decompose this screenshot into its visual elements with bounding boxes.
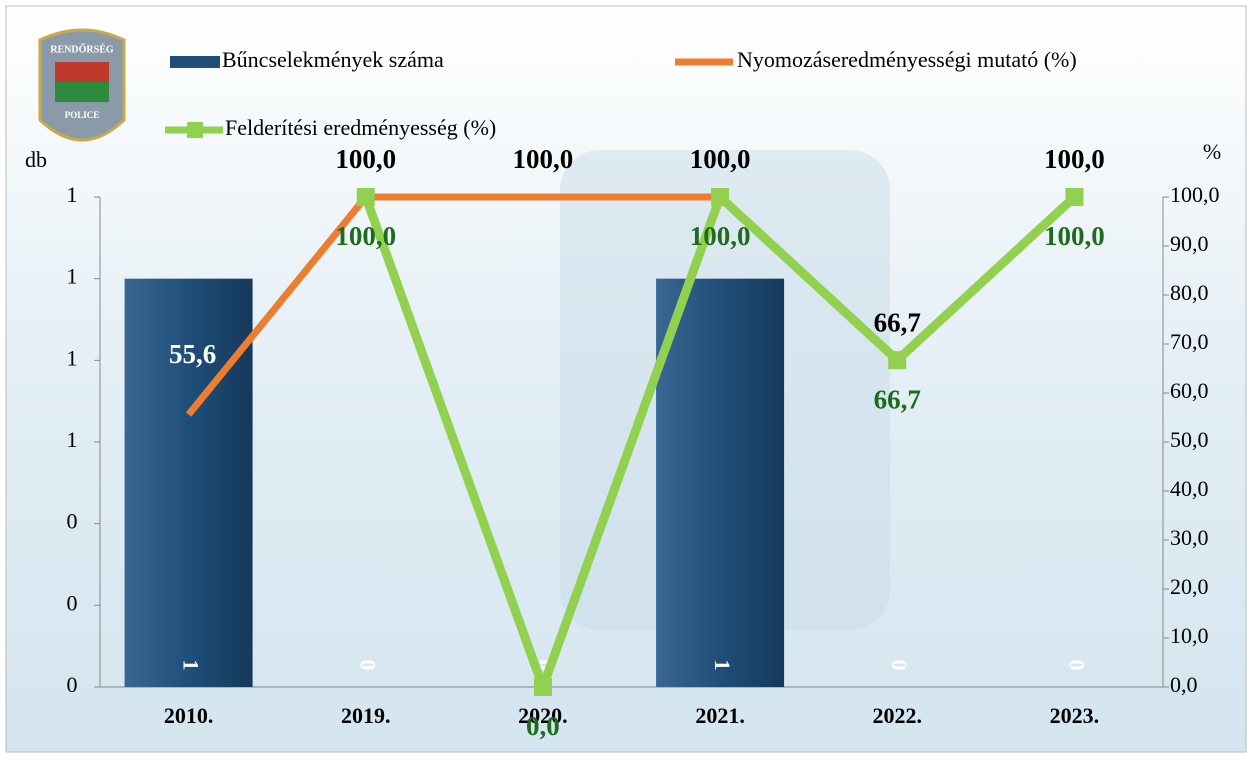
- x-tick-label: 2021.: [695, 703, 745, 728]
- y-tick-label: 0: [67, 672, 78, 697]
- line-marker: [1065, 188, 1083, 206]
- bar-value-label: 0: [887, 660, 912, 671]
- legend-swatch: [170, 56, 220, 68]
- line-marker: [357, 188, 375, 206]
- line-value-label: 100,0: [513, 144, 574, 174]
- legend-swatch: [187, 122, 203, 138]
- line-value-label: 100,0: [335, 221, 396, 251]
- y2-tick-label: 50,0: [1170, 427, 1209, 452]
- x-tick-label: 2010.: [164, 703, 214, 728]
- x-tick-label: 2019.: [341, 703, 391, 728]
- bar-value-label: 0: [1064, 660, 1089, 671]
- logo-bottom-text: POLICE: [65, 110, 100, 120]
- y2-tick-label: 30,0: [1170, 525, 1209, 550]
- y-tick-label: 1: [67, 264, 78, 289]
- y-axis-label: db: [25, 147, 47, 172]
- page: RENDŐRSÉG POLICE db % 00011110,010,020,0…: [0, 0, 1252, 763]
- y2-tick-label: 60,0: [1170, 378, 1209, 403]
- line-value-label: 100,0: [690, 221, 751, 251]
- y-tick-label: 1: [67, 427, 78, 452]
- line-value-label: 0,0: [526, 711, 560, 741]
- bar-value-label: 0: [356, 660, 381, 671]
- y-tick-label: 1: [67, 345, 78, 370]
- y-tick-label: 1: [67, 182, 78, 207]
- bar: [656, 279, 784, 687]
- x-tick-label: 2023.: [1050, 703, 1100, 728]
- line-value-label: 100,0: [1044, 221, 1105, 251]
- line-value-label: 100,0: [690, 144, 751, 174]
- y2-tick-label: 70,0: [1170, 329, 1209, 354]
- y2-tick-label: 10,0: [1170, 623, 1209, 648]
- y2-tick-label: 80,0: [1170, 280, 1209, 305]
- legend-label: Bűncselekmények száma: [222, 47, 444, 72]
- y-tick-label: 0: [67, 509, 78, 534]
- line-marker: [888, 351, 906, 369]
- bar-value-label: 1: [710, 660, 735, 671]
- legend-label: Felderítési eredményesség (%): [225, 115, 496, 140]
- line-value-label: 100,0: [335, 144, 396, 174]
- legend-label: Nyomozáseredményességi mutató (%): [737, 47, 1077, 72]
- line-marker: [534, 678, 552, 696]
- line-value-label: 66,7: [874, 307, 921, 337]
- line-value-label: 66,7: [874, 384, 921, 414]
- y-tick-label: 0: [67, 590, 78, 615]
- line-value-label: 55,6: [169, 339, 216, 369]
- logo-flag: [55, 82, 109, 102]
- bar-value-label: 1: [179, 660, 204, 671]
- y2-tick-label: 90,0: [1170, 231, 1209, 256]
- y2-tick-label: 100,0: [1170, 182, 1220, 207]
- x-tick-label: 2022.: [873, 703, 923, 728]
- line-value-label: 100,0: [1044, 144, 1105, 174]
- logo-top-text: RENDŐRSÉG: [50, 43, 114, 55]
- line-marker: [711, 188, 729, 206]
- logo: RENDŐRSÉG POLICE: [40, 30, 124, 140]
- chart: RENDŐRSÉG POLICE db % 00011110,010,020,0…: [0, 0, 1252, 758]
- y2-tick-label: 40,0: [1170, 476, 1209, 501]
- y2-tick-label: 0,0: [1170, 672, 1198, 697]
- y2-tick-label: 20,0: [1170, 574, 1209, 599]
- y2-axis-label: %: [1203, 139, 1221, 164]
